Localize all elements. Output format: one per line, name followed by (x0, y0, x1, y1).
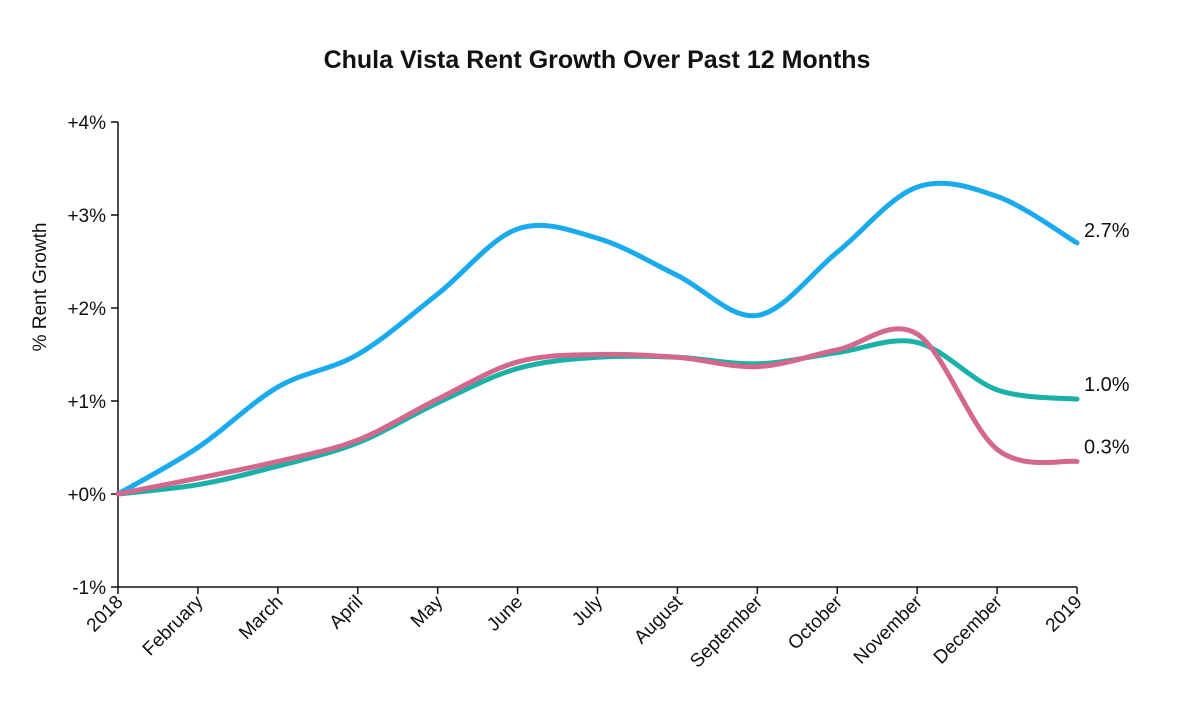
x-tick-label: February (139, 591, 208, 660)
series-end-label: 1.0% (1084, 374, 1130, 396)
y-tick-label: +3% (67, 206, 106, 227)
x-tick-label: May (407, 591, 448, 632)
series-layer (115, 180, 1080, 497)
x-tick-label: June (483, 592, 527, 636)
y-tick-label: +4% (67, 113, 106, 134)
series-line (115, 326, 1080, 497)
x-tick-label: 2019 (1042, 592, 1087, 637)
x-tick-label: October (784, 591, 847, 654)
y-tick-label: -1% (72, 578, 106, 599)
end-labels: 2.7% 1.0% 0.3% (1084, 220, 1130, 459)
x-tick-label: November (850, 591, 927, 668)
y-axis-label: % Rent Growth (30, 223, 51, 352)
chart-title: Chula Vista Rent Growth Over Past 12 Mon… (324, 46, 871, 74)
axes: +4%+3%+2%+1%+0%-1%2018 February March April… (67, 113, 1086, 672)
x-tick-label: July (568, 591, 607, 630)
series-end-label: 0.3% (1084, 436, 1130, 458)
x-tick-label: December (930, 591, 1007, 668)
x-tick-label: August (630, 591, 687, 648)
y-tick-label: +1% (67, 392, 106, 413)
x-tick-label: March (235, 592, 287, 644)
series-end-label: 2.7% (1084, 220, 1130, 242)
y-tick-label: +0% (67, 485, 106, 506)
series-line (115, 180, 1080, 497)
x-tick-label: September (686, 591, 767, 672)
series-line (115, 338, 1080, 497)
x-tick-label: April (326, 592, 368, 634)
y-tick-label: +2% (67, 299, 106, 320)
